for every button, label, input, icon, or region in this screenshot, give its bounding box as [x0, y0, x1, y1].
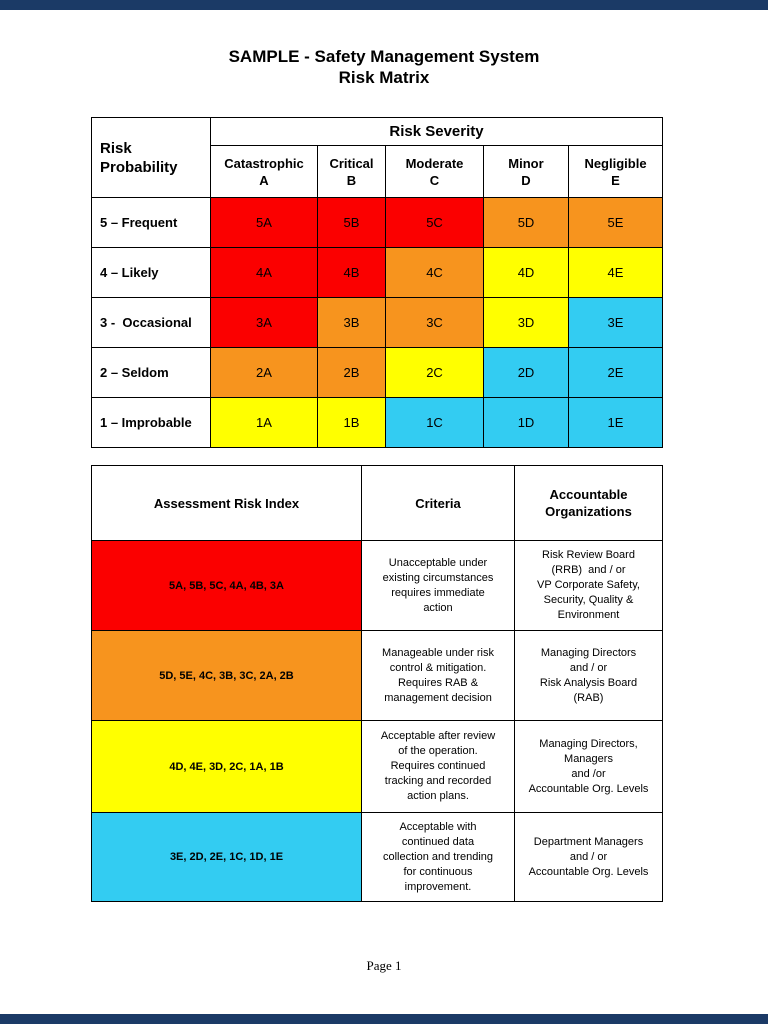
matrix-cell-2a: 2A — [210, 347, 318, 398]
matrix-cell-5d: 5D — [483, 197, 569, 248]
assessment-index-header: Assessment Risk Index — [91, 465, 362, 541]
risk-index-cyan: 3E, 2D, 2E, 1C, 1D, 1E — [91, 812, 362, 902]
criteria-yellow: Acceptable after review of the operation… — [361, 720, 515, 813]
matrix-cell-2d: 2D — [483, 347, 569, 398]
row-label-seldom: 2 – Seldom — [91, 347, 211, 398]
column-header-critical: Critical B — [317, 145, 386, 198]
column-header-moderate: Moderate C — [385, 145, 484, 198]
matrix-row-3: 3 - Occasional 3A 3B 3C 3D 3E — [91, 297, 663, 348]
matrix-cell-3e: 3E — [568, 297, 663, 348]
matrix-row-5: 5 – Frequent 5A 5B 5C 5D 5E — [91, 197, 663, 248]
risk-index-orange: 5D, 5E, 4C, 3B, 3C, 2A, 2B — [91, 630, 362, 721]
criteria-header: Criteria — [361, 465, 515, 541]
criteria-cyan: Acceptable with continued data collectio… — [361, 812, 515, 902]
assessment-row-orange: 5D, 5E, 4C, 3B, 3C, 2A, 2B Manageable un… — [91, 630, 663, 721]
risk-matrix-table: Risk Probability Risk Severity Catastrop… — [91, 117, 663, 448]
matrix-cell-3d: 3D — [483, 297, 569, 348]
matrix-cell-2b: 2B — [317, 347, 386, 398]
page-number: Page 1 — [366, 958, 402, 973]
accountable-organizations-header: Accountable Organizations — [514, 465, 663, 541]
title-line-1: SAMPLE - Safety Management System — [228, 47, 540, 66]
assessment-row-red: 5A, 5B, 5C, 4A, 4B, 3A Unacceptable unde… — [91, 540, 663, 631]
row-label-improbable: 1 – Improbable — [91, 397, 211, 448]
document-title: SAMPLE - Safety Management System Risk M… — [0, 46, 768, 88]
risk-severity-header: Risk Severity — [210, 117, 663, 146]
matrix-cell-1e: 1E — [568, 397, 663, 448]
matrix-cell-5e: 5E — [568, 197, 663, 248]
assessment-row-yellow: 4D, 4E, 3D, 2C, 1A, 1B Acceptable after … — [91, 720, 663, 813]
matrix-cell-4d: 4D — [483, 247, 569, 298]
matrix-cell-4a: 4A — [210, 247, 318, 298]
assessment-row-cyan: 3E, 2D, 2E, 1C, 1D, 1E Acceptable with c… — [91, 812, 663, 902]
matrix-cell-5a: 5A — [210, 197, 318, 248]
matrix-cell-5b: 5B — [317, 197, 386, 248]
matrix-cell-1b: 1B — [317, 397, 386, 448]
accountable-orange: Managing Directors and / or Risk Analysi… — [514, 630, 663, 721]
matrix-cell-4b: 4B — [317, 247, 386, 298]
matrix-cell-3a: 3A — [210, 297, 318, 348]
matrix-cell-3c: 3C — [385, 297, 484, 348]
title-line-2: Risk Matrix — [338, 68, 430, 87]
column-header-negligible: Negligible E — [568, 145, 663, 198]
risk-probability-header: Risk Probability — [91, 117, 211, 198]
accountable-red: Risk Review Board (RRB) and / or VP Corp… — [514, 540, 663, 631]
viewer-top-bar — [0, 0, 768, 10]
matrix-row-4: 4 – Likely 4A 4B 4C 4D 4E — [91, 247, 663, 298]
matrix-cell-4e: 4E — [568, 247, 663, 298]
matrix-row-2: 2 – Seldom 2A 2B 2C 2D 2E — [91, 347, 663, 398]
risk-index-red: 5A, 5B, 5C, 4A, 4B, 3A — [91, 540, 362, 631]
row-label-occasional: 3 - Occasional — [91, 297, 211, 348]
matrix-cell-2c: 2C — [385, 347, 484, 398]
row-label-frequent: 5 – Frequent — [91, 197, 211, 248]
accountable-yellow: Managing Directors, Managers and /or Acc… — [514, 720, 663, 813]
assessment-risk-index-table: Assessment Risk Index Criteria Accountab… — [91, 465, 663, 902]
matrix-cell-1a: 1A — [210, 397, 318, 448]
risk-index-yellow: 4D, 4E, 3D, 2C, 1A, 1B — [91, 720, 362, 813]
matrix-cell-1c: 1C — [385, 397, 484, 448]
matrix-cell-4c: 4C — [385, 247, 484, 298]
matrix-cell-3b: 3B — [317, 297, 386, 348]
matrix-cell-2e: 2E — [568, 347, 663, 398]
row-label-likely: 4 – Likely — [91, 247, 211, 298]
document-page: SAMPLE - Safety Management System Risk M… — [0, 10, 768, 1014]
criteria-orange: Manageable under risk control & mitigati… — [361, 630, 515, 721]
accountable-cyan: Department Managers and / or Accountable… — [514, 812, 663, 902]
column-header-minor: Minor D — [483, 145, 569, 198]
matrix-cell-1d: 1D — [483, 397, 569, 448]
matrix-cell-5c: 5C — [385, 197, 484, 248]
column-header-catastrophic: Catastrophic A — [210, 145, 318, 198]
matrix-row-1: 1 – Improbable 1A 1B 1C 1D 1E — [91, 397, 663, 448]
viewer-bottom-bar — [0, 1014, 768, 1024]
criteria-red: Unacceptable under existing circumstance… — [361, 540, 515, 631]
